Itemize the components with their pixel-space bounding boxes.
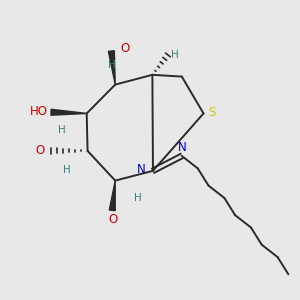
Text: O: O [109,213,118,226]
Text: H: H [63,165,71,175]
Text: S: S [208,106,215,119]
Text: H: H [108,60,116,70]
Text: H: H [134,194,141,203]
Polygon shape [109,181,115,211]
Text: HO: HO [30,105,48,118]
Polygon shape [51,109,87,115]
Text: N: N [177,141,186,154]
Text: N: N [137,163,146,176]
Text: H: H [58,125,65,135]
Polygon shape [108,51,115,85]
Text: H: H [171,50,178,61]
Text: O: O [36,144,45,157]
Text: O: O [120,42,130,55]
